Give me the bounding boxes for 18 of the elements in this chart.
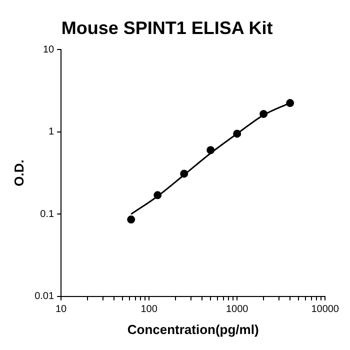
chart-title: Mouse SPINT1 ELISA Kit: [61, 18, 273, 38]
x-tick-label: 10000: [311, 304, 340, 316]
point: [154, 191, 162, 200]
x-tick-label: 10: [56, 304, 68, 316]
point: [180, 170, 188, 178]
point: [260, 110, 268, 118]
y-tick-label: 10: [42, 44, 54, 56]
y-tick-label: 1: [48, 126, 54, 138]
x-tick-label: 100: [140, 304, 158, 316]
point: [127, 216, 136, 224]
y-axis-title: O.D.: [11, 160, 26, 186]
y-tick-label: 0.01: [34, 291, 54, 302]
x-axis-title: Concentration(pg/ml): [127, 322, 259, 337]
point: [206, 146, 215, 154]
point: [286, 99, 294, 108]
point: [233, 130, 242, 138]
x-tick-label: 1000: [226, 304, 249, 316]
y-tick-label: 0.1: [40, 208, 54, 220]
